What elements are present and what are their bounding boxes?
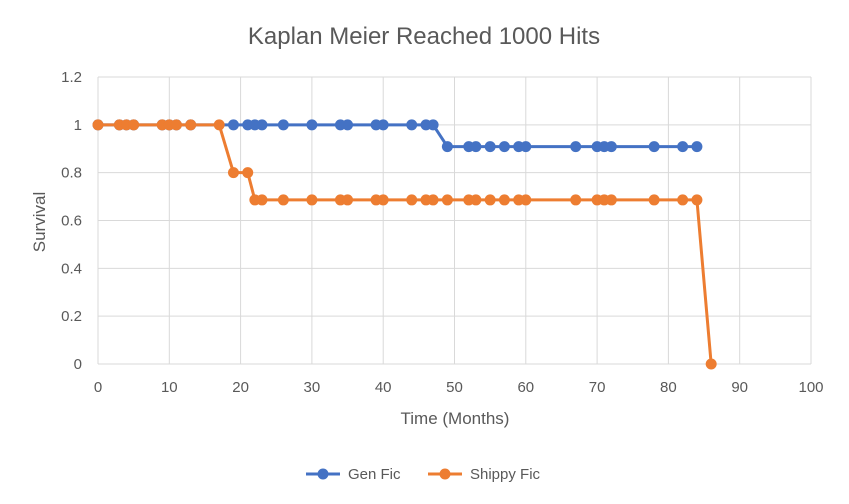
data-point	[677, 141, 689, 153]
data-point	[441, 194, 453, 206]
data-point	[242, 167, 254, 179]
data-point	[705, 358, 717, 370]
data-point	[256, 119, 268, 131]
x-tick-label: 20	[232, 379, 249, 396]
legend-swatch-marker	[439, 468, 451, 480]
series-1	[92, 119, 717, 370]
data-point	[306, 119, 318, 131]
data-point	[277, 194, 289, 206]
x-tick-label: 40	[375, 379, 392, 396]
data-point	[570, 141, 582, 153]
y-axis-label: Survival	[30, 192, 49, 252]
data-point	[648, 141, 660, 153]
y-tick-label: 0.2	[61, 308, 82, 325]
x-tick-label: 70	[589, 379, 606, 396]
data-point	[691, 141, 703, 153]
data-point	[227, 167, 239, 179]
data-point	[441, 141, 453, 153]
data-point	[377, 119, 389, 131]
x-tick-label: 10	[161, 379, 178, 396]
y-tick-label: 0	[74, 356, 82, 373]
legend-swatch-marker	[317, 468, 329, 480]
x-tick-label: 80	[660, 379, 677, 396]
x-tick-labels: 0 10 20 30 40 50 60 70 80 90 100	[94, 379, 824, 396]
y-tick-label: 0.4	[61, 260, 82, 277]
data-point	[342, 194, 354, 206]
x-tick-label: 90	[731, 379, 748, 396]
data-point	[570, 194, 582, 206]
x-tick-label: 50	[446, 379, 463, 396]
data-point	[128, 119, 140, 131]
data-point	[170, 119, 182, 131]
data-point	[470, 194, 482, 206]
legend-label: Shippy Fic	[470, 466, 541, 483]
data-point	[520, 194, 532, 206]
data-point	[498, 141, 510, 153]
x-axis-label: Time (Months)	[401, 409, 510, 428]
data-point	[92, 119, 104, 131]
data-point	[377, 194, 389, 206]
legend-item: Shippy Fic	[428, 466, 541, 483]
data-point	[648, 194, 660, 206]
y-tick-label: 1	[74, 117, 82, 134]
data-point	[406, 119, 418, 131]
x-tick-label: 0	[94, 379, 102, 396]
legend: Gen Fic Shippy Fic	[306, 466, 541, 483]
series-line	[98, 123, 713, 365]
x-tick-label: 100	[798, 379, 823, 396]
chart-title: Kaplan Meier Reached 1000 Hits	[248, 23, 600, 50]
data-point	[498, 194, 510, 206]
data-point	[406, 194, 418, 206]
data-point	[605, 194, 617, 206]
legend-label: Gen Fic	[348, 466, 401, 483]
grid	[97, 76, 812, 365]
data-point	[227, 119, 239, 131]
data-point	[605, 141, 617, 153]
y-tick-label: 0.6	[61, 213, 82, 230]
data-point	[342, 119, 354, 131]
x-tick-label: 60	[517, 379, 534, 396]
data-point	[691, 194, 703, 206]
data-point	[427, 119, 439, 131]
x-tick-label: 30	[304, 379, 321, 396]
data-point	[256, 194, 268, 206]
data-point	[520, 141, 532, 153]
legend-item: Gen Fic	[306, 466, 401, 483]
data-point	[213, 119, 225, 131]
series-layer	[92, 119, 717, 370]
data-point	[277, 119, 289, 131]
data-point	[470, 141, 482, 153]
data-point	[677, 194, 689, 206]
y-tick-label: 0.8	[61, 165, 82, 182]
data-point	[185, 119, 197, 131]
y-tick-labels: 0 0.2 0.4 0.6 0.8 1 1.2	[61, 69, 82, 373]
data-point	[306, 194, 318, 206]
y-tick-label: 1.2	[61, 69, 82, 86]
data-point	[484, 194, 496, 206]
data-point	[427, 194, 439, 206]
data-point	[484, 141, 496, 153]
